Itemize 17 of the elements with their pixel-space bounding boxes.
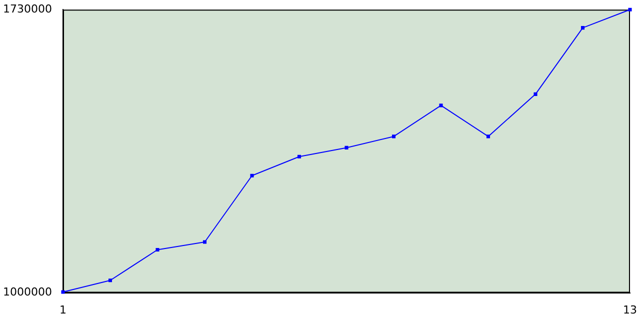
point <box>534 92 538 96</box>
point <box>486 134 490 138</box>
point <box>628 8 632 12</box>
point <box>580 26 585 30</box>
point <box>156 248 160 252</box>
y-tick-label: 1730000 <box>2 2 52 16</box>
point <box>250 174 254 178</box>
x-tick-label: 13 <box>623 303 637 316</box>
point <box>344 146 348 150</box>
point <box>392 134 396 138</box>
point <box>202 240 207 244</box>
point <box>439 104 443 108</box>
y-tick-label: 1000000 <box>2 286 52 299</box>
point <box>297 154 302 158</box>
x-tick-label: 1 <box>59 303 66 316</box>
point <box>108 278 112 282</box>
point <box>61 290 65 294</box>
